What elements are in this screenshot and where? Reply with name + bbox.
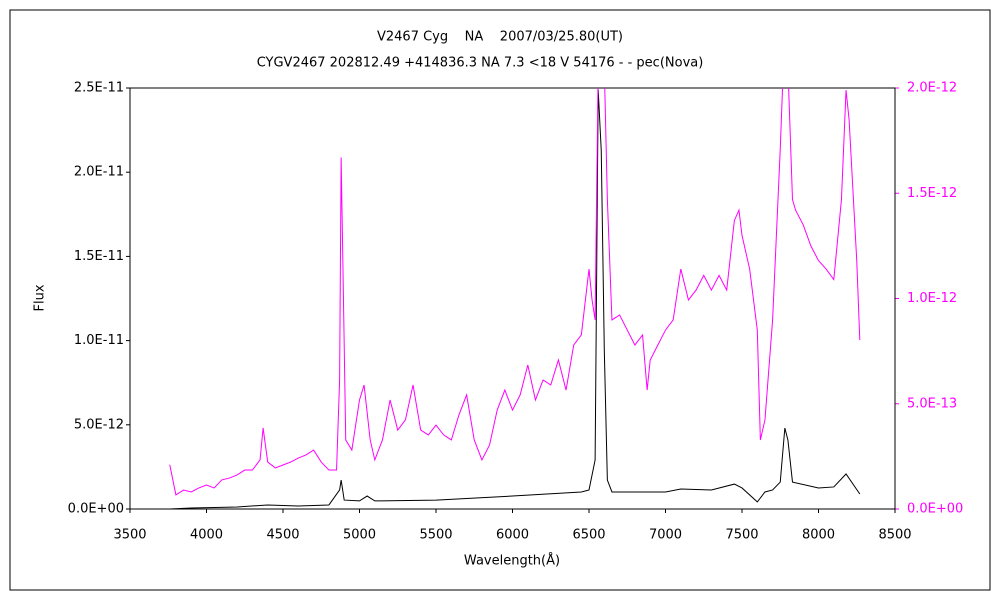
y-tick-label: 1.0E-11: [74, 333, 124, 348]
x-tick-label: 6500: [572, 528, 605, 543]
x-tick-label: 4000: [190, 528, 223, 543]
x-tick-label: 3500: [113, 528, 146, 543]
y-tick-label: 0.0E+00: [68, 502, 124, 517]
y-tick-label: 2.0E-11: [74, 165, 124, 180]
x-tick-label: 7500: [725, 528, 758, 543]
y2-tick-label: 2.0E-12: [907, 81, 957, 96]
y-axis-label: Flux: [33, 284, 48, 311]
y2-tick-label: 1.0E-12: [907, 291, 957, 306]
y2-tick-label: 5.0E-13: [907, 396, 957, 411]
x-tick-label: 8000: [802, 528, 835, 543]
x-axis-label: Wavelength(Å): [464, 553, 560, 569]
y2-tick-label: 1.5E-12: [907, 186, 957, 201]
plot-area: [169, 88, 861, 509]
plot-frame: [129, 87, 896, 510]
spectrum-line: [169, 89, 861, 509]
x-tick-label: 5500: [419, 528, 452, 543]
x-tick-label: 7000: [649, 528, 682, 543]
y-tick-label: 2.5E-11: [74, 81, 124, 96]
spectrum-line: [169, 88, 861, 496]
x-tick-label: 5000: [343, 528, 376, 543]
chart-title: V2467 Cyg NA 2007/03/25.80(UT): [377, 30, 623, 45]
y2-tick-label: 0.0E+00: [907, 502, 963, 517]
chart-subtitle: CYGV2467 202812.49 +414836.3 NA 7.3 <18 …: [257, 56, 704, 71]
x-tick-label: 8500: [878, 528, 911, 543]
x-tick-label: 6000: [496, 528, 529, 543]
y-tick-label: 5.0E-12: [74, 417, 124, 432]
y-tick-label: 1.5E-11: [74, 249, 124, 264]
chart-border: [9, 9, 991, 591]
x-tick-label: 4500: [266, 528, 299, 543]
